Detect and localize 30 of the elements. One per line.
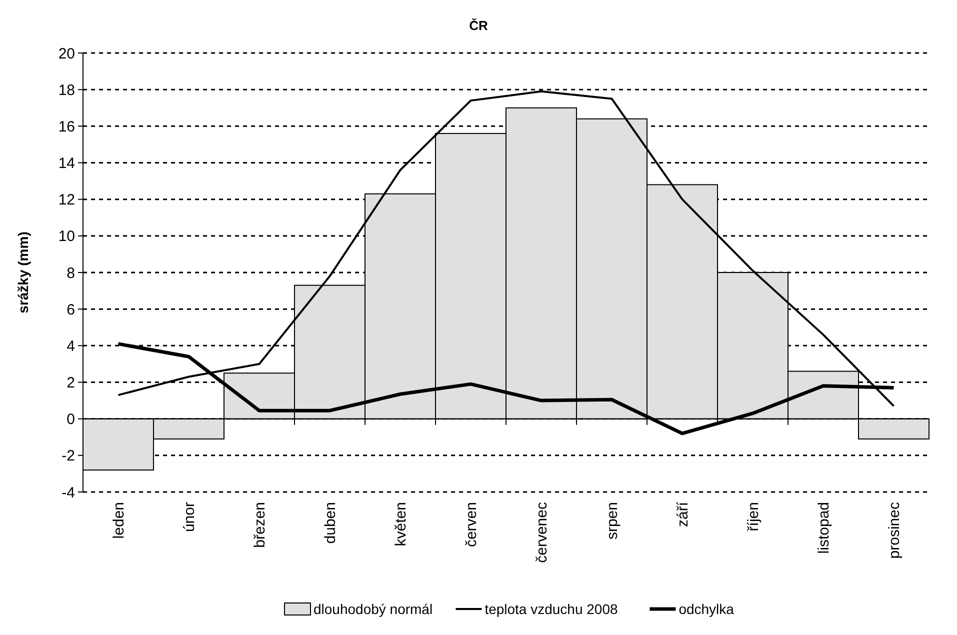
x-tick-label: únor — [180, 502, 198, 532]
y-tick-label: 8 — [66, 264, 75, 282]
legend-label: dlouhodobý normál — [314, 600, 433, 617]
x-tick-label: září — [674, 501, 692, 528]
y-tick-label: -4 — [62, 484, 75, 502]
y-tick-label: 18 — [58, 82, 75, 99]
x-tick-label: březen — [251, 502, 268, 548]
y-tick-label: 16 — [58, 118, 75, 136]
y-tick-label: 0 — [66, 411, 75, 428]
y-tick-label: 4 — [66, 338, 75, 355]
x-tick-label: srpen — [604, 502, 621, 540]
y-tick-label: 20 — [58, 45, 75, 62]
x-tick-label: prosinec — [886, 502, 903, 559]
y-tick-label: 12 — [58, 192, 75, 209]
x-tick-label: červen — [462, 502, 480, 548]
y-axis-title: srážky (mm) — [15, 232, 31, 314]
chart-title: ČR — [469, 18, 488, 33]
x-tick-label: květen — [392, 502, 410, 546]
x-tick-label: duben — [322, 502, 339, 544]
y-tick-label: 14 — [58, 155, 75, 172]
legend-label: teplota vzduchu 2008 — [484, 600, 618, 617]
x-tick-label: listopad — [815, 502, 832, 554]
y-tick-label: 10 — [58, 228, 75, 246]
y-tick-label: 2 — [66, 374, 75, 392]
x-tick-label: říjen — [744, 502, 762, 532]
x-tick-label: červenec — [533, 502, 550, 563]
y-tick-label: -2 — [62, 448, 75, 465]
x-tick-label: leden — [110, 502, 128, 539]
legend-label: odchylka — [678, 600, 734, 617]
y-tick-label: 6 — [66, 301, 75, 318]
